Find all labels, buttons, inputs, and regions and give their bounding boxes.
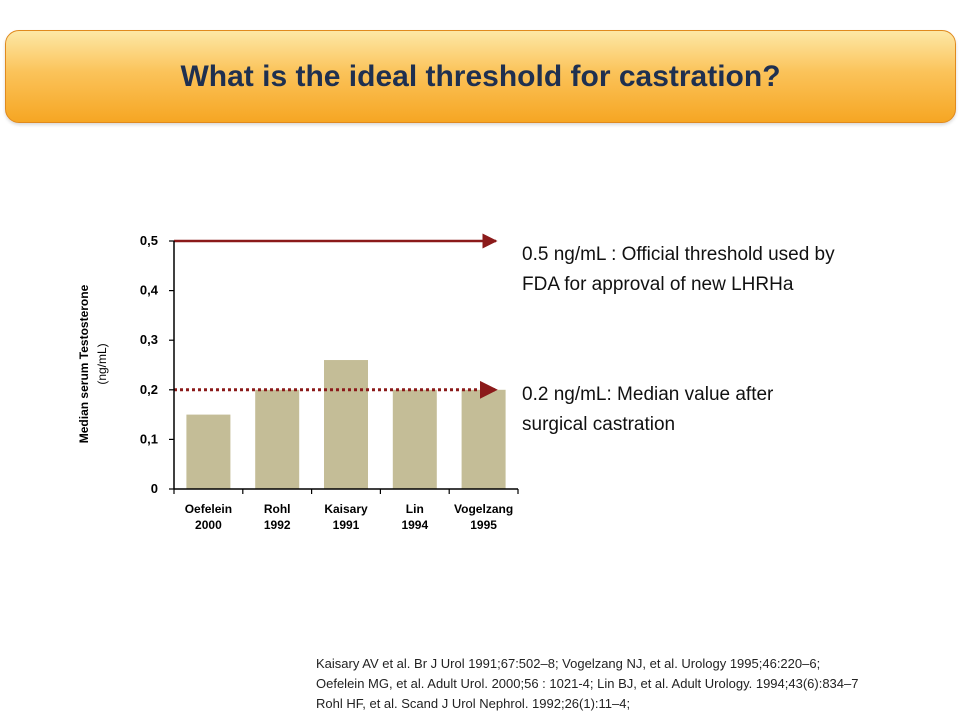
- x-category-label: 1991: [333, 518, 360, 532]
- y-tick-label: 0,5: [140, 233, 158, 248]
- y-tick-label: 0,3: [140, 332, 158, 347]
- reference-line: Kaisary AV et al. Br J Urol 1991;67:502–…: [316, 656, 821, 671]
- x-category-label: 1995: [470, 518, 497, 532]
- x-category-label: 2000: [195, 518, 222, 532]
- upper-threshold-annotation: 0.5 ng/mL : Official threshold used by F…: [522, 240, 922, 300]
- references: Kaisary AV et al. Br J Urol 1991;67:502–…: [316, 654, 956, 714]
- x-category-label: Kaisary: [324, 502, 368, 516]
- x-category-label: Vogelzang: [454, 502, 513, 516]
- title-banner: What is the ideal threshold for castrati…: [5, 30, 956, 123]
- y-tick-label: 0,1: [140, 431, 158, 446]
- x-category-label: Rohl: [264, 502, 291, 516]
- lower-annotation-line-2: surgical castration: [522, 414, 676, 435]
- x-category-label: Oefelein: [185, 502, 232, 516]
- lower-threshold-annotation: 0.2 ng/mL: Median value after surgical c…: [522, 380, 922, 440]
- y-tick-label: 0: [151, 481, 158, 496]
- x-category-label: 1992: [264, 518, 291, 532]
- y-tick-label: 0,2: [140, 382, 158, 397]
- upper-annotation-line-2: FDA for approval of new LHRHa: [522, 274, 794, 295]
- y-axis-unit: (ng/mL): [95, 343, 109, 384]
- upper-annotation-line-1: 0.5 ng/mL : Official threshold used by: [522, 244, 835, 265]
- bar-rohl: [255, 389, 300, 489]
- slide-title: What is the ideal threshold for castrati…: [180, 59, 781, 93]
- y-tick-label: 0,4: [140, 283, 159, 298]
- lower-annotation-line-1: 0.2 ng/mL: Median value after: [522, 384, 774, 405]
- x-category-label: 1994: [401, 518, 428, 532]
- x-category-label: Lin: [406, 502, 424, 516]
- bar-oefelein: [186, 414, 231, 489]
- reference-line: Rohl HF, et al. Scand J Urol Nephrol. 19…: [316, 696, 631, 711]
- bar-kaisary: [324, 360, 368, 489]
- y-axis-title: Median serum Testosterone: [77, 284, 91, 443]
- bar-vogelzang: [461, 389, 506, 489]
- bar-lin: [392, 389, 437, 489]
- reference-line: Oefelein MG, et al. Adult Urol. 2000;56 …: [316, 676, 859, 691]
